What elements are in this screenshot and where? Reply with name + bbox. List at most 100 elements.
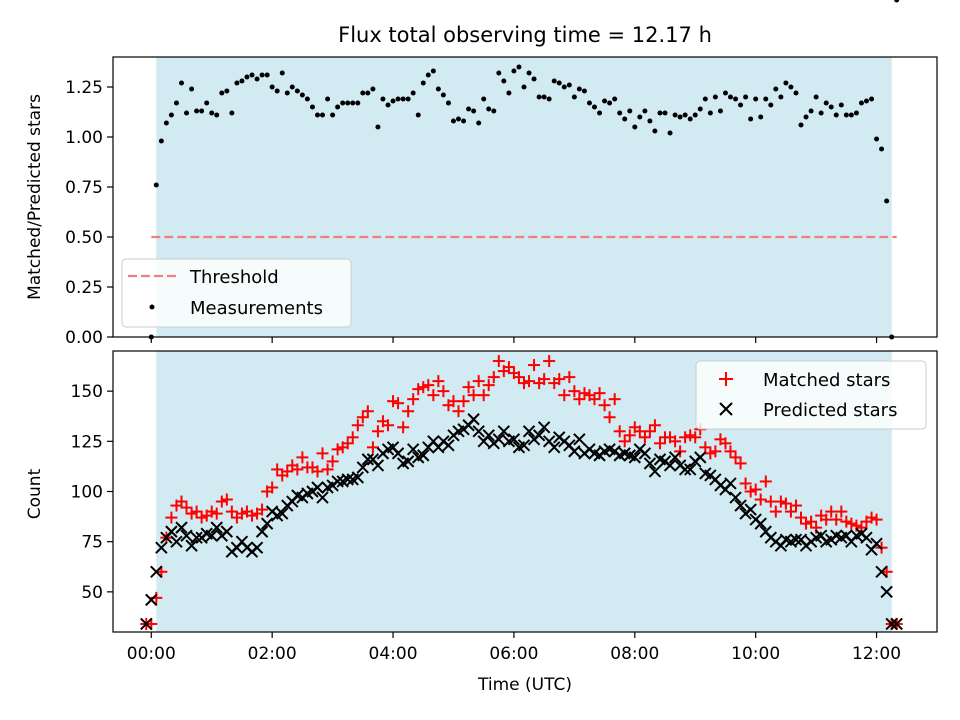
bottom-y-axis-label: Count <box>25 468 45 519</box>
predicted-marker-b <box>628 451 642 464</box>
measurement-point <box>778 94 784 100</box>
measurement-point <box>244 74 250 80</box>
top-legend-box <box>121 258 352 328</box>
measurement-point <box>738 102 744 108</box>
predicted-star-marker <box>185 539 198 552</box>
matched-star-marker <box>729 451 742 464</box>
matched-star-marker <box>371 425 384 438</box>
top-x-ticks <box>150 337 878 343</box>
measurement-point <box>858 100 864 106</box>
matched-star-marker <box>578 387 591 400</box>
matched-star-marker <box>638 431 651 444</box>
predicted-marker-b <box>653 453 667 466</box>
predicted-star-marker <box>150 565 163 578</box>
measurement-point <box>879 146 885 152</box>
matched-star-marker <box>779 497 792 510</box>
predicted-marker-b <box>875 565 888 578</box>
matched-star-marker <box>205 505 218 518</box>
predicted-star-marker <box>678 463 692 476</box>
measurement-point <box>400 96 406 102</box>
predicted-marker-b <box>140 617 153 631</box>
matched-star-marker <box>528 359 541 372</box>
predicted-star-marker <box>371 459 385 472</box>
predicted-star-marker <box>522 425 536 438</box>
predicted-marker-b <box>568 445 581 458</box>
matched-star-marker <box>674 445 687 458</box>
predicted-marker-b <box>588 447 601 460</box>
measurement-point <box>496 70 502 76</box>
measurement-point <box>853 110 859 116</box>
matched-star-marker <box>457 395 470 408</box>
predicted-marker-b <box>794 533 808 546</box>
bottom-x-tick-label: 06:00 <box>489 644 538 664</box>
matched-star-marker <box>800 517 813 530</box>
matched-star-marker <box>825 505 838 518</box>
measurement-point <box>576 86 582 92</box>
measurement-point <box>219 90 225 96</box>
matched-star-marker <box>502 361 515 374</box>
measurement-point <box>793 90 799 96</box>
predicted-star-marker <box>754 517 767 530</box>
measurement-point <box>798 122 804 128</box>
predicted-marker-b <box>860 531 873 544</box>
measurement-point <box>546 96 552 102</box>
matched-star-marker <box>180 501 193 514</box>
measurement-point <box>662 110 668 116</box>
measurement-point <box>289 84 295 90</box>
measurement-point <box>385 102 391 108</box>
measurement-point <box>199 108 205 114</box>
predicted-marker-b <box>507 433 521 446</box>
measurement-point <box>455 116 461 122</box>
predicted-marker-b <box>255 525 269 538</box>
measurement-point <box>773 86 779 92</box>
predicted-star-marker <box>341 473 354 486</box>
predicted-legend-label: Predicted stars <box>763 400 897 421</box>
top-y-axis: 0.00 0.25 0.50 0.75 1.00 1.25 <box>65 78 113 348</box>
bottom-y-tick-label: 50 <box>81 583 103 603</box>
measurement-point <box>173 100 179 106</box>
matched-star-marker <box>538 373 551 386</box>
measurement-point <box>808 108 814 114</box>
bottom-x-tick-label: 02:00 <box>248 644 297 664</box>
predicted-marker-b <box>663 459 677 472</box>
measurement-point <box>687 116 693 122</box>
matched-star-marker <box>759 475 772 488</box>
measurement-point <box>727 94 733 100</box>
matched-star-marker <box>633 425 646 438</box>
predicted-star-marker <box>356 461 370 474</box>
predicted-star-marker <box>442 439 455 452</box>
matched-star-marker <box>654 437 667 450</box>
top-panel: 0.00 0.25 0.50 0.75 1.00 1.25 Matched/Predict… <box>25 0 938 348</box>
measurement-point <box>833 112 839 118</box>
matched-star-marker <box>684 429 697 442</box>
measurement-point <box>697 106 703 112</box>
matched-star-marker <box>316 447 329 460</box>
matched-star-marker <box>397 421 410 434</box>
matched-star-marker <box>235 507 248 520</box>
measurement-point <box>330 112 336 118</box>
measurement-point <box>541 94 547 100</box>
predicted-marker-b <box>880 585 893 599</box>
bottom-x-tick-label: 00:00 <box>127 644 176 664</box>
measurement-point <box>672 112 678 118</box>
matched-star-marker <box>210 507 223 520</box>
predicted-star-marker <box>351 471 365 484</box>
predicted-star-marker <box>180 529 193 542</box>
measurement-point <box>602 98 608 104</box>
measurement-point <box>163 120 169 126</box>
predicted-star-marker <box>789 533 803 546</box>
predicted-marker-b <box>709 473 722 486</box>
predicted-marker-b <box>729 491 742 504</box>
predicted-star-marker <box>573 433 586 446</box>
predicted-marker-b <box>482 429 495 442</box>
predicted-star-marker <box>260 517 274 530</box>
matched-star-marker <box>190 505 203 518</box>
measurement-point <box>551 78 557 84</box>
measurement-point <box>712 94 718 100</box>
measurement-point <box>803 114 809 120</box>
predicted-star-marker <box>668 451 682 464</box>
matched-star-marker <box>422 379 435 392</box>
predicted-marker-b <box>492 433 506 446</box>
measurement-point <box>758 114 764 120</box>
measurement-point <box>627 108 633 114</box>
